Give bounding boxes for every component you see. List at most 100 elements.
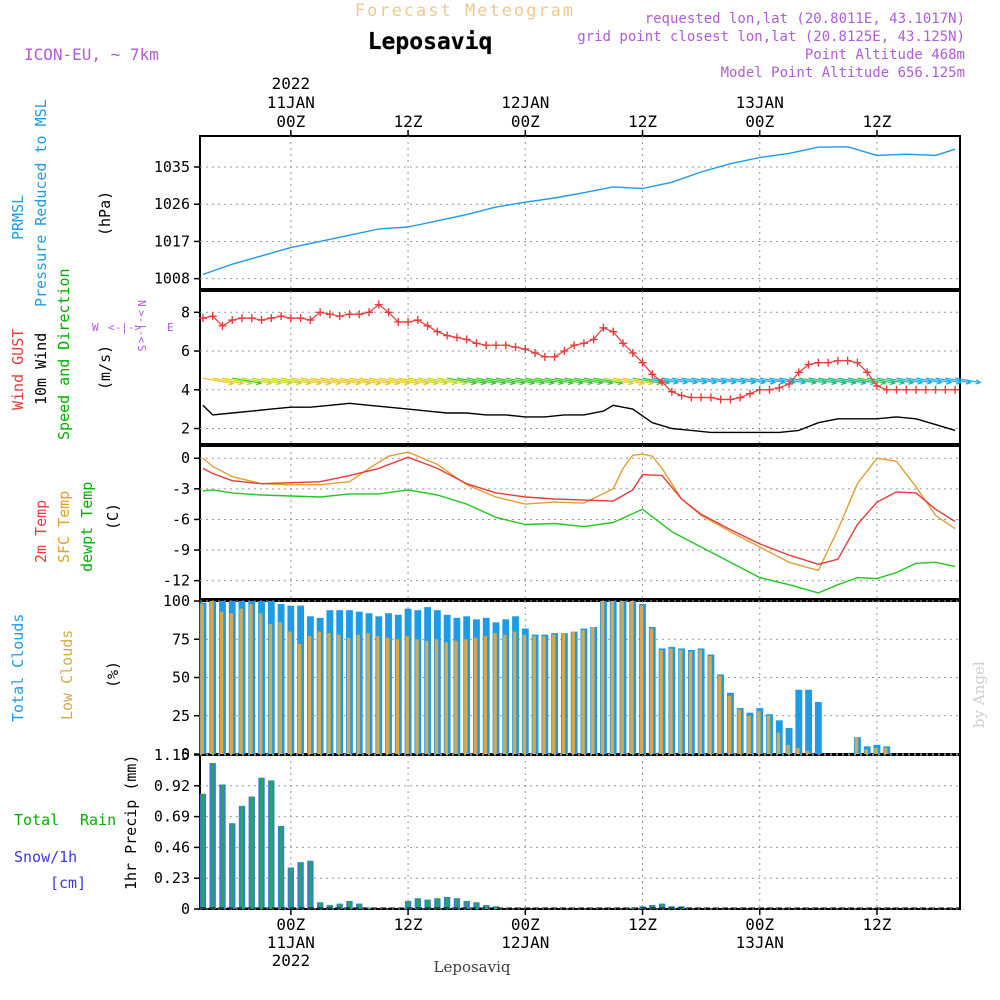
- chart-series: [198, 146, 982, 909]
- cloud-low-bar: [678, 649, 683, 754]
- precip-rain-bar: [475, 902, 478, 909]
- time-label-top: 00Z: [745, 112, 774, 131]
- cloud-low-bar: [688, 651, 693, 754]
- wind-arrow: [447, 377, 477, 384]
- wind-arrow: [583, 377, 613, 384]
- temp-label-1: 2m Temp: [32, 500, 50, 563]
- cloud-low-bar: [522, 634, 527, 754]
- precip-rain-bar: [406, 900, 410, 909]
- cloud-low-bar: [210, 601, 214, 754]
- wind-gust-marker: [804, 360, 813, 369]
- wind-gust-marker: [716, 395, 725, 404]
- wind-gust-marker: [902, 385, 911, 394]
- temperature-tick-label: 0: [181, 449, 190, 467]
- cloud-low-bar: [307, 636, 312, 754]
- temperature-side-labels: 2m Temp SFC Temp dewpt Temp (C): [32, 482, 122, 572]
- cloud-low-bar: [503, 634, 507, 754]
- pressure-tick-label: 1017: [154, 232, 190, 250]
- wind-arrow: [837, 377, 866, 384]
- wind-gust-marker: [687, 393, 696, 402]
- precip-tick-label: 0.69: [154, 808, 190, 826]
- precip-rain-bar: [660, 903, 664, 909]
- cloud-low-bar: [757, 711, 761, 754]
- pressure-tick-label: 1035: [154, 158, 190, 176]
- cloud-low-bar: [454, 640, 458, 754]
- precip-label-total: Total: [14, 811, 59, 829]
- wind-gust-marker: [618, 339, 627, 348]
- cloud-low-bar: [376, 636, 380, 754]
- wind-gust-marker: [208, 312, 217, 321]
- cloud-low-bar: [854, 737, 859, 754]
- wind-gust-marker: [316, 308, 325, 317]
- footer-location: Leposaviq: [434, 958, 511, 976]
- wind-gust-marker: [423, 321, 432, 330]
- wind-arrow: [515, 377, 544, 384]
- precip-side-labels: Total Rain Snow/1h [cm] 1hr Precip (mm): [14, 755, 140, 892]
- cloud-low-bar: [483, 636, 488, 754]
- cloud-low-bar: [552, 634, 556, 754]
- precip-tick-label: 0.23: [154, 869, 190, 887]
- precip-rain-bar: [455, 898, 459, 909]
- wind-arrow: [681, 377, 707, 384]
- model-label: ICON-EU, ~ 7km: [24, 45, 159, 64]
- precip-rain-bar: [270, 780, 273, 909]
- wind-arrow: [554, 377, 583, 384]
- wind-gust-marker: [228, 316, 237, 325]
- temperature-frame: [199, 445, 961, 600]
- wind-gust-marker: [570, 341, 579, 350]
- cloud-low-bar: [659, 649, 663, 754]
- wind-gust-marker: [775, 383, 784, 392]
- wind-gust-marker: [267, 314, 276, 323]
- wind-gust-marker: [658, 378, 667, 387]
- cloud-low-bar: [258, 613, 263, 754]
- wind-arrow: [241, 377, 272, 384]
- cloud-low-bar: [278, 622, 282, 754]
- wind-arrow: [271, 377, 301, 384]
- wind-gust-marker: [306, 316, 315, 325]
- clouds-tick-label: 75: [172, 630, 190, 648]
- wind-arrow: [525, 377, 554, 384]
- temperature-tick-label: -6: [172, 510, 190, 528]
- wind-arrow: [222, 377, 252, 384]
- pressure-label-1: PRMSL: [9, 195, 27, 240]
- wind-arrow: [359, 377, 391, 385]
- wind-unit: (m/s): [96, 345, 114, 390]
- precip-rain-bar: [221, 784, 224, 909]
- temperature-tick-label: -3: [172, 480, 190, 498]
- cloud-low-bar: [229, 613, 234, 754]
- cloud-low-bar: [874, 747, 878, 754]
- wind-arrow: [574, 377, 603, 384]
- wind-gust-marker: [638, 358, 647, 367]
- wind-gust-marker: [824, 358, 833, 367]
- wind-gust-marker: [433, 327, 442, 336]
- wind-gust-marker: [531, 348, 540, 357]
- model-altitude: Model Point Altitude 656.125m: [721, 65, 965, 81]
- cloud-low-bar: [600, 601, 605, 754]
- cloud-low-bar: [385, 637, 390, 754]
- cloud-low-bar: [356, 634, 361, 754]
- wind-tick-label: 2: [181, 420, 190, 438]
- temperature-tick-label: -9: [172, 541, 190, 559]
- clouds-tick-label: 50: [172, 669, 190, 687]
- wind-gust-marker: [277, 312, 286, 321]
- pressure-side-labels: PRMSL Pressure Reduced to MSL (hPa): [9, 99, 114, 307]
- clouds-side-labels: Total Clouds Low Clouds (%): [9, 614, 122, 722]
- wind-arrow: [417, 377, 448, 384]
- time-label-bottom: 12Z: [394, 915, 423, 934]
- cloud-low-bar: [327, 633, 331, 754]
- pressure-line: [202, 146, 956, 276]
- wind-gust-marker: [755, 385, 764, 394]
- precip-tick-label: 0: [181, 900, 190, 918]
- wind-gust-marker: [843, 356, 852, 365]
- wind-arrow: [232, 377, 262, 384]
- wind-gust-marker: [501, 341, 510, 350]
- wind-gust-marker: [404, 317, 413, 326]
- pressure-unit: (hPa): [96, 191, 114, 236]
- wind-arrow: [593, 377, 623, 384]
- precip-rain-bar: [309, 860, 312, 909]
- wind-gust-marker: [833, 356, 842, 365]
- cloud-low-bar: [493, 633, 497, 754]
- wind-arrow: [622, 377, 654, 385]
- cloud-low-bar: [796, 747, 800, 754]
- precip-rain-bar: [348, 900, 351, 909]
